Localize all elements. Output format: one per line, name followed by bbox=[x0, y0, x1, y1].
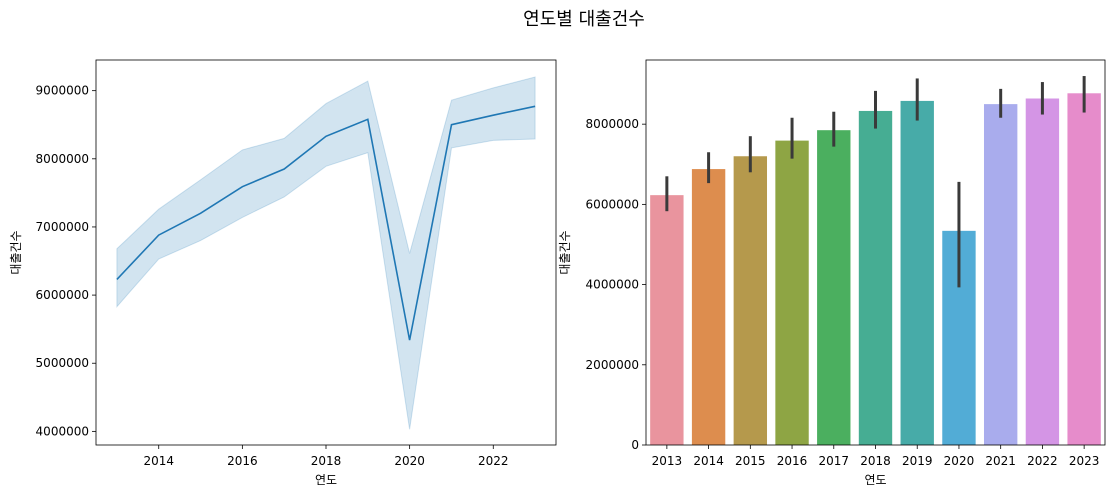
line-x-tick-label: 2022 bbox=[478, 454, 509, 468]
bar-x-axis-label: 연도 bbox=[864, 473, 886, 487]
bar bbox=[733, 156, 768, 445]
bar-x-tick-label: 2017 bbox=[818, 454, 849, 468]
bar-x-tick-label: 2021 bbox=[985, 454, 1016, 468]
line-x-tick-label: 2014 bbox=[143, 454, 174, 468]
bar-y-tick-label: 6000000 bbox=[586, 197, 639, 211]
bar-series bbox=[650, 93, 1101, 446]
line-x-tick-label: 2020 bbox=[394, 454, 425, 468]
line-y-axis-label: 대출건수 bbox=[9, 230, 23, 274]
line-x-axis-label: 연도 bbox=[315, 473, 337, 487]
bar-x-tick-label: 2019 bbox=[902, 454, 933, 468]
bar-x-tick-label: 2023 bbox=[1069, 454, 1100, 468]
line-y-tick-label: 8000000 bbox=[36, 152, 89, 166]
bar bbox=[817, 130, 851, 445]
bar-x-tick-label: 2018 bbox=[860, 454, 891, 468]
line-y-tick-label: 6000000 bbox=[36, 288, 89, 302]
bar-y-ticks: 0 2000000 4000000 6000000 8000000 bbox=[586, 117, 646, 452]
bar-y-axis-label: 대출건수 bbox=[558, 230, 572, 274]
bar bbox=[1025, 98, 1060, 445]
bar bbox=[858, 110, 893, 446]
line-x-tick-label: 2016 bbox=[227, 454, 258, 468]
bar bbox=[650, 195, 684, 445]
line-y-tick-label: 4000000 bbox=[36, 424, 89, 438]
bar-y-tick-label: 8000000 bbox=[586, 117, 639, 131]
figure-title: 연도별 대출건수 bbox=[523, 9, 645, 30]
line-y-tick-label: 5000000 bbox=[36, 356, 89, 370]
bar-x-tick-label: 2013 bbox=[652, 454, 683, 468]
line-series-path bbox=[116, 105, 536, 341]
line-y-tick-label: 9000000 bbox=[36, 84, 89, 98]
bar-error-bars bbox=[665, 76, 1086, 288]
line-series bbox=[116, 105, 536, 341]
bar-x-tick-label: 2020 bbox=[944, 454, 975, 468]
bar bbox=[691, 169, 726, 446]
line-x-ticks: 2014 2016 2018 2020 2022 bbox=[143, 445, 509, 468]
line-ci-band bbox=[116, 76, 536, 430]
bar-x-tick-label: 2014 bbox=[693, 454, 724, 468]
line-x-tick-label: 2018 bbox=[311, 454, 342, 468]
line-y-tick-label: 7000000 bbox=[36, 220, 89, 234]
bar-chart: 2013 2014 2015 2016 2017 2018 2019 2020 2021 2022… bbox=[558, 59, 1106, 487]
bar bbox=[983, 104, 1018, 445]
bar-y-tick-label: 2000000 bbox=[586, 358, 639, 372]
bar-x-ticks: 2013 2014 2015 2016 2017 2018 2019 2020 2021 2022… bbox=[652, 445, 1100, 468]
bar bbox=[900, 100, 934, 445]
bar-y-tick-label: 4000000 bbox=[586, 278, 639, 292]
bar bbox=[775, 140, 809, 445]
line-chart: 2014 2016 2018 2020 2022 4000000 5000000 60000… bbox=[9, 59, 557, 487]
bar bbox=[1067, 93, 1101, 445]
line-ci-band-area bbox=[116, 76, 536, 430]
bar-y-tick-label: 0 bbox=[631, 438, 639, 452]
bar-x-tick-label: 2022 bbox=[1027, 454, 1058, 468]
bar-x-tick-label: 2016 bbox=[777, 454, 808, 468]
bar-x-tick-label: 2015 bbox=[735, 454, 766, 468]
line-y-ticks: 4000000 5000000 6000000 7000000 8000000 90000… bbox=[36, 84, 96, 438]
